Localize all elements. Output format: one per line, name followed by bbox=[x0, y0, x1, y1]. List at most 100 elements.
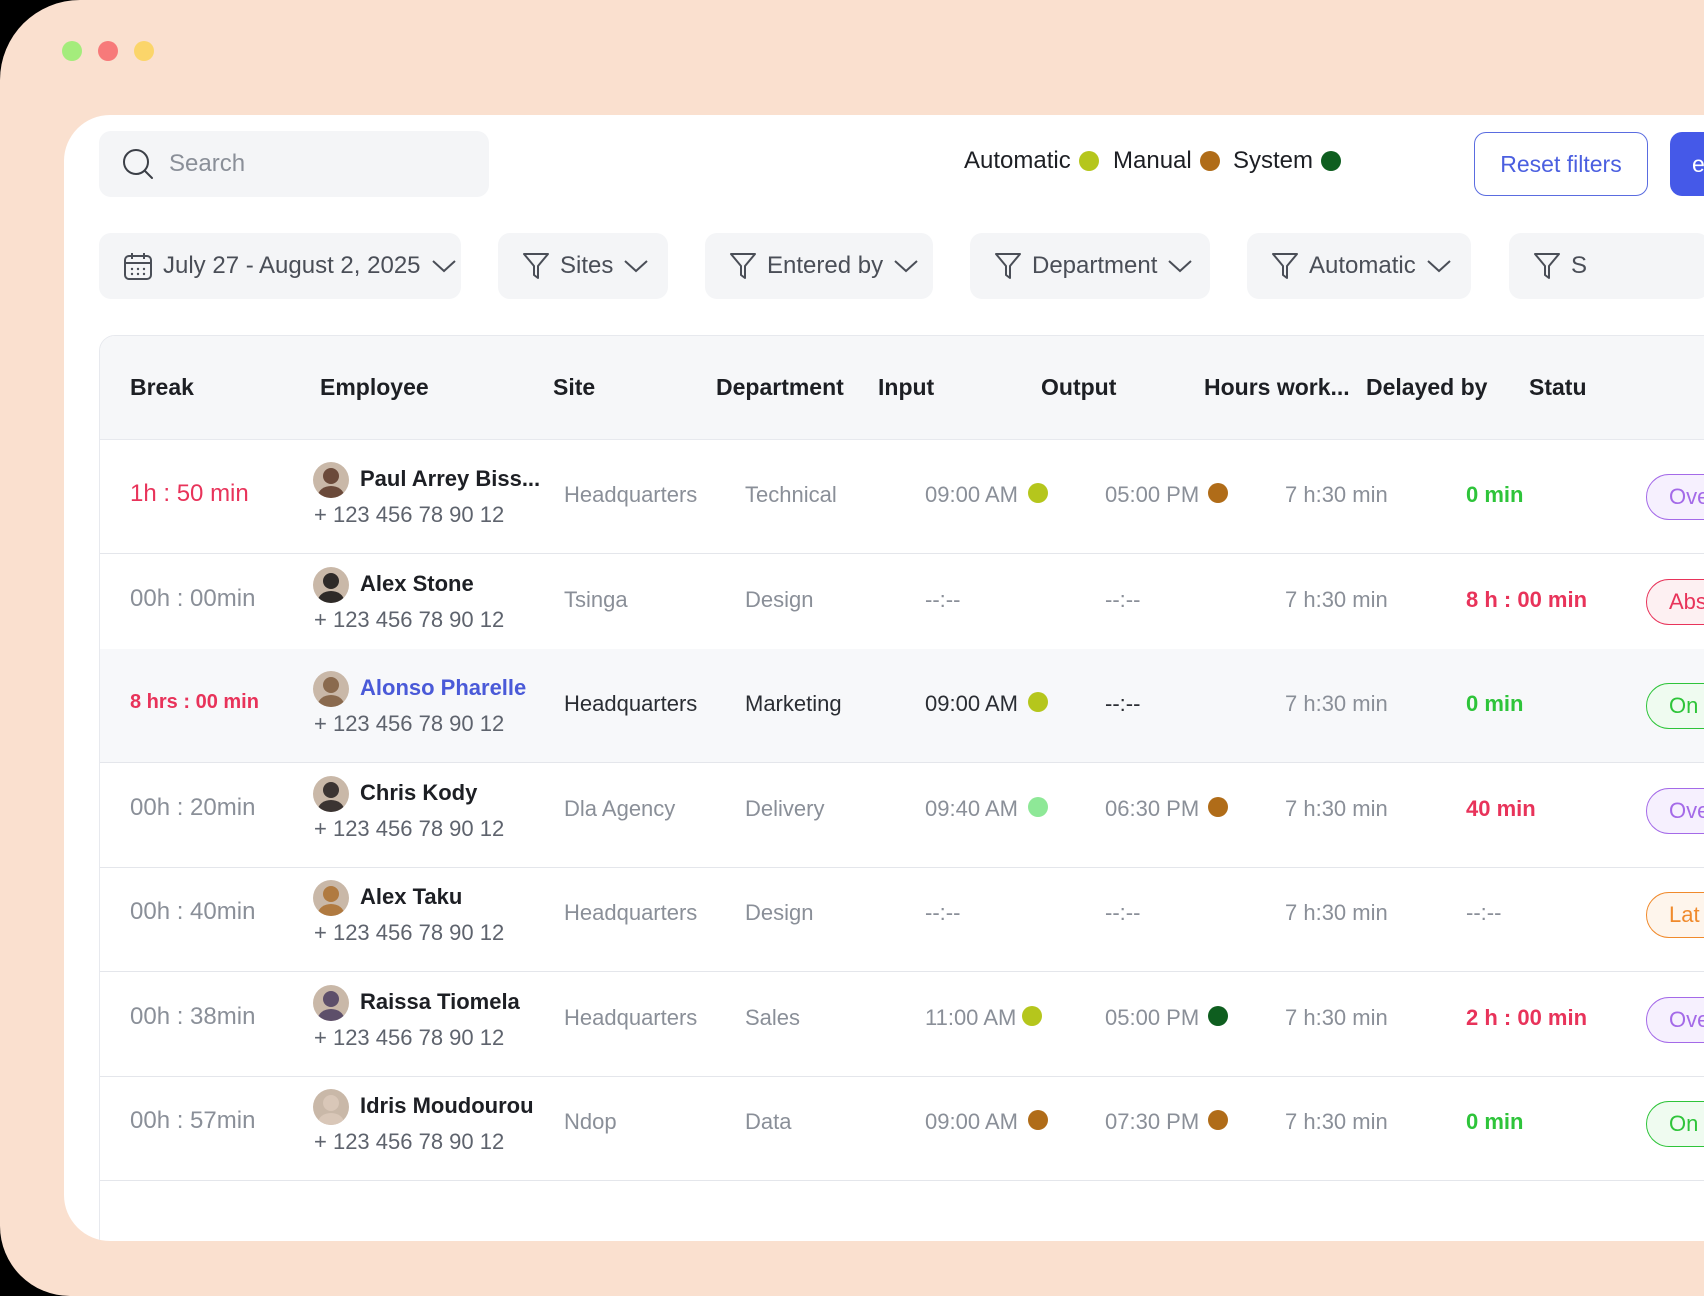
input-source-dot bbox=[1022, 1005, 1042, 1026]
status-badge[interactable]: Ove bbox=[1646, 787, 1704, 834]
chevron-down-icon bbox=[1167, 258, 1193, 274]
col-status[interactable]: Statu bbox=[1529, 374, 1587, 400]
minimize-dot[interactable] bbox=[134, 41, 154, 61]
reset-filters-button[interactable]: Reset filters bbox=[1474, 132, 1648, 196]
employee-name[interactable]: Alex Taku bbox=[360, 884, 463, 909]
output-time: 05:00 PM bbox=[1105, 482, 1200, 507]
avatar[interactable] bbox=[313, 984, 349, 1021]
status-badge[interactable]: On bbox=[1646, 1101, 1704, 1147]
break-duration: 00h : 57min bbox=[130, 1107, 256, 1134]
delayed-by: 0 min bbox=[1466, 1109, 1524, 1134]
delayed-by: 40 min bbox=[1466, 795, 1536, 821]
col-output[interactable]: Output bbox=[1041, 374, 1117, 400]
input-time: --:-- bbox=[925, 900, 961, 925]
avatar[interactable] bbox=[313, 880, 349, 916]
col-site[interactable]: Site bbox=[553, 374, 596, 400]
avatar[interactable] bbox=[313, 1089, 349, 1125]
employee-name[interactable]: Alonso Pharelle bbox=[360, 675, 527, 700]
calendar-icon bbox=[123, 251, 153, 281]
output-time: --:-- bbox=[1105, 900, 1141, 925]
avatar[interactable] bbox=[313, 566, 349, 603]
department-value: Design bbox=[745, 900, 814, 925]
output-source-dot bbox=[1208, 1110, 1228, 1130]
filter-icon bbox=[1533, 251, 1561, 281]
col-delayed[interactable]: Delayed by bbox=[1366, 374, 1488, 400]
table-row[interactable]: 1h : 50 min Paul Arrey Biss... + 123 456… bbox=[100, 440, 1704, 554]
table-row[interactable]: 8 hrs : 00 min Alonso Pharelle + 123 456… bbox=[100, 649, 1704, 763]
status-badge[interactable]: Ove bbox=[1646, 996, 1704, 1043]
site-value: Headquarters bbox=[564, 691, 698, 716]
search-input[interactable] bbox=[167, 149, 471, 179]
break-duration: 00h : 00min bbox=[130, 584, 256, 612]
output-source-dot bbox=[1208, 483, 1228, 503]
table-row[interactable]: 00h : 00min Alex Stone + 123 456 78 90 1… bbox=[100, 545, 1704, 659]
status-badge[interactable]: Lat bbox=[1646, 892, 1704, 938]
avatar[interactable] bbox=[313, 462, 349, 498]
input-time: 09:00 AM bbox=[925, 482, 1018, 507]
automatic-filter[interactable]: Automatic bbox=[1247, 233, 1471, 299]
close-dot[interactable] bbox=[98, 41, 118, 61]
attendance-panel: Automatic Manual System Reset filters e … bbox=[64, 115, 1704, 1241]
department-value: Delivery bbox=[745, 795, 825, 821]
col-input[interactable]: Input bbox=[878, 374, 935, 400]
employee-phone: + 123 456 78 90 12 bbox=[314, 502, 505, 527]
hours-worked: 7 h:30 min bbox=[1285, 795, 1388, 821]
break-duration: 00h : 40min bbox=[130, 898, 256, 925]
employee-phone: + 123 456 78 90 12 bbox=[314, 815, 505, 841]
hours-worked: 7 h:30 min bbox=[1285, 586, 1388, 612]
employee-name[interactable]: Chris Kody bbox=[360, 779, 478, 805]
employee-name[interactable]: Raissa Tiomela bbox=[360, 988, 520, 1014]
status-badge[interactable]: Abs bbox=[1646, 578, 1704, 625]
maximize-dot[interactable] bbox=[62, 41, 82, 61]
date-range-label: July 27 - August 2, 2025 bbox=[163, 252, 421, 279]
table-row[interactable]: 00h : 38min Raissa Tiomela + 123 456 78 … bbox=[100, 963, 1704, 1077]
table-row[interactable]: 00h : 40min Alex Taku + 123 456 78 90 12… bbox=[100, 858, 1704, 972]
col-department[interactable]: Department bbox=[716, 374, 844, 400]
legend-manual: Manual bbox=[1113, 147, 1220, 175]
delayed-by: --:-- bbox=[1466, 900, 1502, 925]
chevron-down-icon bbox=[623, 258, 649, 274]
employee-phone: + 123 456 78 90 12 bbox=[314, 606, 505, 632]
delayed-by: 2 h : 00 min bbox=[1466, 1004, 1588, 1030]
department-value: Sales bbox=[745, 1004, 801, 1030]
site-value: Headquarters bbox=[564, 1004, 698, 1030]
entered-by-filter[interactable]: Entered by bbox=[705, 233, 933, 299]
col-hours[interactable]: Hours work... bbox=[1204, 374, 1350, 400]
output-time: 06:30 PM bbox=[1105, 795, 1200, 821]
output-source-dot bbox=[1208, 1005, 1228, 1026]
legend-automatic: Automatic bbox=[964, 147, 1099, 175]
hours-worked: 7 h:30 min bbox=[1285, 482, 1388, 507]
status-badge[interactable]: On bbox=[1646, 683, 1704, 729]
avatar[interactable] bbox=[313, 775, 349, 812]
employee-name[interactable]: Alex Stone bbox=[360, 570, 474, 596]
site-value: Headquarters bbox=[564, 482, 698, 507]
status-badge[interactable]: Ove bbox=[1646, 474, 1704, 520]
break-duration: 1h : 50 min bbox=[130, 480, 249, 507]
employee-name[interactable]: Idris Moudourou bbox=[360, 1093, 534, 1118]
sites-filter[interactable]: Sites bbox=[498, 233, 668, 299]
export-button[interactable]: e bbox=[1670, 132, 1704, 196]
col-break[interactable]: Break bbox=[130, 374, 194, 400]
chevron-down-icon bbox=[1426, 258, 1452, 274]
break-duration: 00h : 20min bbox=[130, 793, 256, 821]
employee-name[interactable]: Paul Arrey Biss... bbox=[360, 466, 541, 491]
table-row[interactable]: 00h : 20min Chris Kody + 123 456 78 90 1… bbox=[100, 754, 1704, 868]
avatar[interactable] bbox=[313, 671, 349, 707]
hours-worked: 7 h:30 min bbox=[1285, 691, 1388, 716]
automatic-label: Automatic bbox=[1309, 252, 1416, 279]
col-employee[interactable]: Employee bbox=[320, 374, 429, 400]
employee-phone: + 123 456 78 90 12 bbox=[314, 1129, 505, 1154]
site-value: Ndop bbox=[564, 1109, 617, 1134]
delayed-by: 8 h : 00 min bbox=[1466, 586, 1588, 612]
date-range-filter[interactable]: July 27 - August 2, 2025 bbox=[99, 233, 461, 299]
sites-label: Sites bbox=[560, 252, 614, 279]
chevron-down-icon bbox=[893, 258, 919, 274]
search-box[interactable] bbox=[99, 131, 489, 197]
break-duration: 00h : 38min bbox=[130, 1002, 256, 1030]
output-time: 07:30 PM bbox=[1105, 1109, 1200, 1134]
status-filter[interactable]: S bbox=[1509, 233, 1704, 299]
department-filter[interactable]: Department bbox=[970, 233, 1210, 299]
table-row[interactable]: 00h : 57min Idris Moudourou + 123 456 78… bbox=[100, 1067, 1704, 1181]
input-source-dot bbox=[1028, 692, 1048, 712]
